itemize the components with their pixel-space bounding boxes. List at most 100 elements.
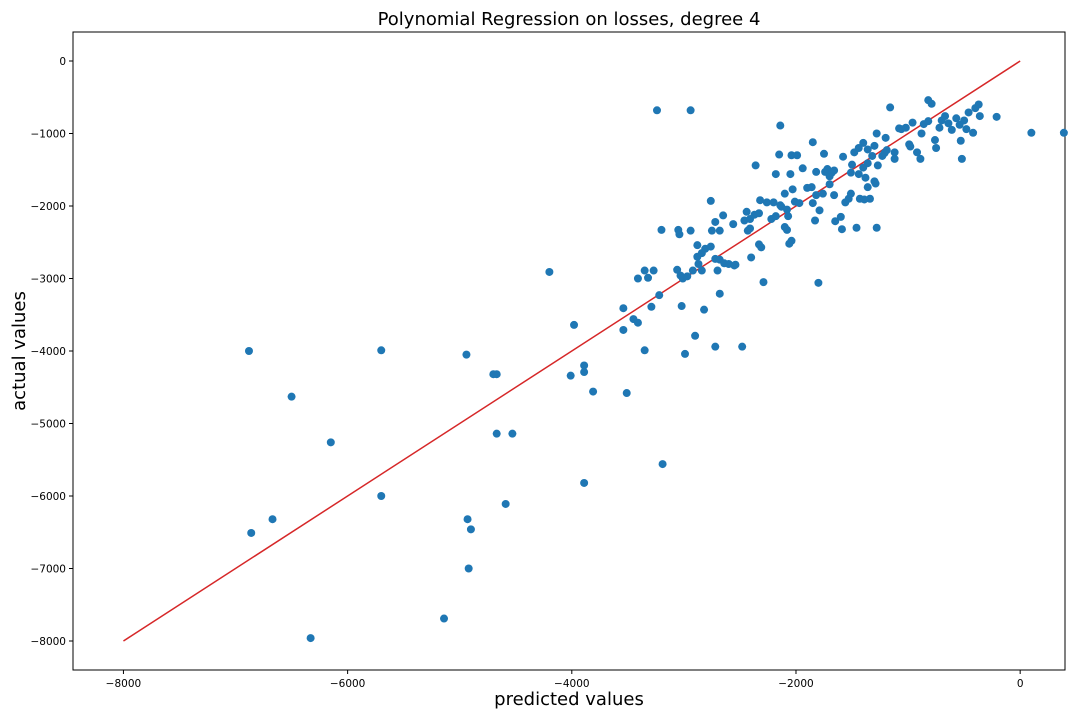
data-point (825, 180, 834, 189)
data-point (974, 100, 983, 109)
data-point (686, 106, 695, 115)
data-point (783, 225, 792, 234)
data-point (326, 438, 335, 447)
data-point (683, 272, 692, 281)
x-tick-label: −2000 (778, 678, 814, 690)
data-point (697, 266, 706, 275)
data-point (754, 209, 763, 218)
y-tick-label: 0 (59, 56, 66, 68)
data-point (377, 346, 386, 355)
data-point (788, 185, 797, 194)
data-point (859, 138, 868, 147)
data-point (492, 429, 501, 438)
y-tick-label: −5000 (30, 419, 66, 431)
data-point (686, 226, 695, 235)
x-tick-label: 0 (1017, 678, 1024, 690)
data-point (881, 133, 890, 142)
data-point (647, 302, 656, 311)
data-point (287, 392, 296, 401)
data-point (711, 217, 720, 226)
data-point (969, 128, 978, 137)
data-point (882, 146, 891, 155)
data-point (622, 389, 631, 398)
data-point (759, 278, 768, 287)
data-point (743, 226, 752, 235)
data-point (508, 429, 517, 438)
data-point (776, 121, 785, 130)
data-point (837, 225, 846, 234)
data-point (244, 347, 253, 355)
y-tick-label: −4000 (30, 346, 66, 358)
data-point (863, 145, 872, 154)
data-point (711, 342, 720, 351)
data-point (440, 614, 449, 623)
data-point (897, 125, 906, 134)
data-point (870, 177, 879, 186)
data-point (619, 304, 628, 313)
data-point (783, 205, 792, 214)
data-point (771, 170, 780, 179)
data-point (808, 138, 817, 147)
data-point (808, 199, 817, 208)
data-point (814, 278, 823, 287)
data-point (863, 183, 872, 192)
data-point (775, 150, 784, 159)
y-tick-label: −6000 (30, 491, 66, 503)
data-point (751, 161, 760, 170)
data-point (691, 331, 700, 340)
data-point (730, 261, 739, 270)
data-point (466, 525, 475, 534)
x-axis-label: predicted values (494, 689, 644, 710)
data-point (795, 199, 804, 208)
chart-title: Polynomial Regression on losses, degree … (378, 9, 761, 30)
data-point (944, 119, 953, 128)
data-point (700, 305, 709, 314)
data-point (917, 129, 926, 138)
data-point (860, 195, 869, 204)
data-point (798, 164, 807, 173)
data-point (872, 223, 881, 232)
data-point (742, 207, 751, 216)
data-point (785, 239, 794, 248)
data-point (830, 166, 839, 175)
data-point (975, 112, 984, 121)
data-point (757, 243, 766, 252)
y-axis-label: actual values (9, 291, 30, 411)
data-point (655, 291, 664, 300)
data-point (962, 125, 971, 134)
data-point (713, 266, 722, 275)
data-point (489, 370, 498, 379)
data-point (658, 460, 667, 469)
data-point (873, 161, 882, 170)
data-point (935, 123, 944, 132)
data-point (906, 142, 915, 151)
data-point (861, 173, 870, 182)
data-point (652, 106, 661, 115)
data-point (580, 368, 589, 377)
y-tick-label: −8000 (30, 636, 66, 648)
data-point (793, 151, 802, 160)
data-point (462, 350, 471, 359)
data-point (787, 151, 796, 160)
data-point (715, 226, 724, 235)
data-point (633, 274, 642, 283)
data-point (545, 267, 554, 276)
data-point (580, 361, 589, 370)
data-point (908, 118, 917, 127)
data-point (675, 230, 684, 239)
data-point (715, 289, 724, 298)
data-point (952, 114, 961, 123)
data-point (756, 196, 765, 205)
data-point (640, 266, 649, 275)
data-point (649, 266, 658, 275)
data-point (729, 220, 738, 229)
data-point (941, 112, 950, 121)
data-point (306, 634, 315, 643)
data-point (706, 242, 715, 251)
y-tick-label: −1000 (30, 129, 66, 141)
data-point (707, 226, 716, 235)
data-point (807, 183, 816, 192)
data-point (501, 499, 510, 508)
data-point (924, 117, 933, 126)
